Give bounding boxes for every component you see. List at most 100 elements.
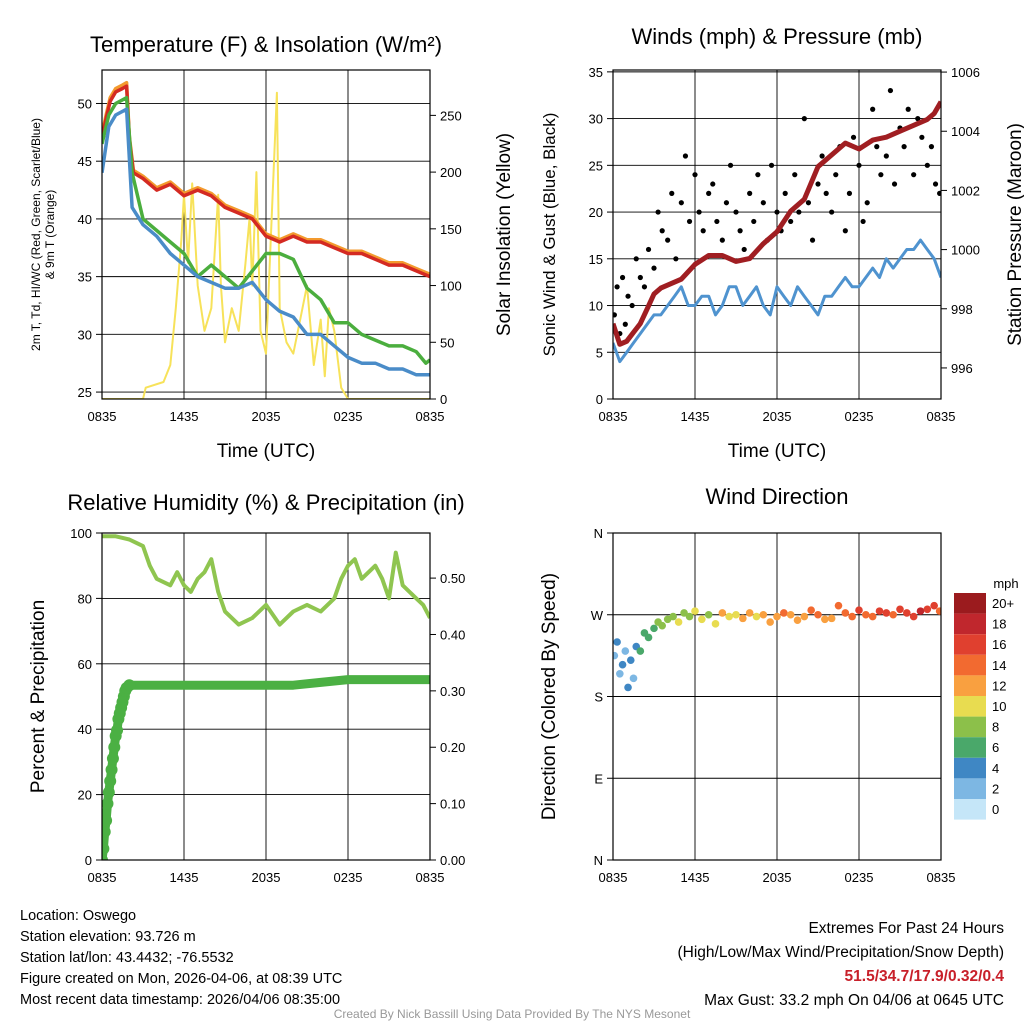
- series-gust-point: [796, 209, 802, 215]
- series-solar-insolation-line: [102, 91, 430, 399]
- series-gust-point: [833, 172, 839, 178]
- series-precipitation-point: [102, 786, 115, 799]
- series-gust-point: [842, 228, 848, 234]
- series-gust-point: [905, 106, 911, 112]
- wind-direction-point: [636, 647, 645, 655]
- wind-direction-point: [930, 601, 938, 610]
- wind-direction-point: [698, 615, 706, 624]
- wind-direction-point: [848, 612, 856, 621]
- series-gust-point: [782, 190, 788, 196]
- series-gust-point: [614, 284, 620, 290]
- series-gust-point: [856, 162, 862, 168]
- wind-direction-point: [834, 601, 843, 610]
- y-right-tick-label: 0.00: [440, 853, 465, 868]
- y-axis-title: 2m T, Td, HI/WC (Red, Green, Scarlet/Blu…: [29, 118, 43, 351]
- y-tick-label: 25: [78, 385, 92, 400]
- chart-panel-3: Wind Direction 0835 1435 2035 0235 0835 N E S W N D…: [539, 484, 1019, 885]
- y-tick-label: 20: [78, 788, 92, 803]
- credit-text: Created By Nick Bassill Using Data Provi…: [333, 1007, 691, 1021]
- wind-direction-point: [626, 656, 635, 664]
- colorbar-swatch: [954, 737, 986, 758]
- series-sonic-wind-line: [613, 238, 941, 364]
- series-gust-point: [850, 134, 857, 140]
- series-gust-point: [625, 293, 631, 299]
- wind-direction-point: [691, 607, 699, 615]
- series-gust-point: [919, 134, 925, 140]
- colorbar-swatch: [954, 654, 986, 676]
- latlon-text: Station lat/lon: 43.4432; -76.5532: [20, 950, 234, 966]
- series-gust-point: [629, 302, 635, 309]
- y-axis-title: Percent & Precipitation: [28, 600, 49, 793]
- series-gust-point: [823, 190, 829, 196]
- series-gust-point: [901, 144, 907, 150]
- colorbar-swatch: [954, 613, 986, 635]
- chart-title: Wind Direction: [705, 484, 848, 509]
- colorbar: mph 20+ 18 16 14 12 10 8 6 4 2 0: [954, 576, 1019, 820]
- wind-direction-point: [827, 614, 836, 623]
- series-gust-point: [637, 274, 643, 281]
- wind-direction-point: [745, 609, 754, 617]
- y-tick-label: N: [594, 526, 603, 541]
- wind-direction-point: [773, 612, 781, 621]
- y-right-axis-title: Solar Insolation (Yellow): [494, 133, 515, 336]
- series-gust-point: [714, 218, 720, 225]
- chart-panel-0: Temperature (F) & Insolation (W/m²) 0835 1…: [29, 32, 515, 462]
- series-gust-point: [937, 190, 941, 196]
- series-gust-point: [864, 200, 870, 206]
- x-tick-label: 0835: [88, 409, 117, 424]
- wind-direction-point: [793, 616, 802, 624]
- y-tick-label: 80: [78, 591, 92, 606]
- x-tick-label: 1435: [170, 409, 199, 424]
- y-right-tick-label: 0.30: [440, 684, 465, 699]
- y-right-tick-label: 998: [951, 302, 973, 317]
- series-gust-point: [924, 162, 930, 168]
- series-gust-point: [792, 172, 798, 178]
- colorbar-label: 18: [992, 617, 1006, 632]
- y-right-tick-label: 250: [440, 108, 462, 123]
- series-gust-point: [809, 237, 816, 243]
- series-precipitation-point: [102, 825, 111, 838]
- extremes-legend: (High/Low/Max Wind/Precipitation/Snow De…: [677, 944, 1005, 961]
- y-tick-label: 0: [596, 392, 603, 407]
- series-gust-point: [846, 190, 853, 196]
- wind-direction-point: [732, 610, 740, 619]
- series-9m-t-line: [102, 80, 430, 276]
- chart-panel-2: Relative Humidity (%) & Precipitation (i…: [28, 490, 465, 885]
- elevation-text: Station elevation: 93.726 m: [20, 929, 196, 945]
- created-text: Figure created on Mon, 2026-04-06, at 08…: [20, 971, 343, 987]
- location-text: Location: Oswego: [20, 908, 137, 924]
- series-gust-point: [911, 172, 917, 178]
- plot-area: [102, 80, 430, 399]
- y-tick-label: 25: [589, 158, 603, 173]
- y-tick-label: W: [591, 608, 604, 623]
- series-precipitation-point: [102, 797, 114, 810]
- wind-direction-point: [629, 674, 638, 683]
- y-right-tick-label: 0.50: [440, 571, 465, 586]
- colorbar-label: 16: [992, 637, 1006, 652]
- series-precipitation-point: [102, 842, 110, 855]
- x-tick-label: 2035: [763, 870, 792, 885]
- y-right-tick-label: 1004: [951, 124, 980, 139]
- wind-direction-point: [862, 610, 870, 619]
- extremes-values: 51.5/34.7/17.9/0.32/0.4: [844, 968, 1004, 985]
- series-precipitation-point: [102, 814, 113, 827]
- wind-direction-point: [704, 610, 713, 619]
- y-right-tick-label: 1006: [951, 65, 980, 80]
- y-tick-label: 45: [78, 154, 92, 169]
- series-precipitation-point: [106, 752, 119, 765]
- x-tick-label: 1435: [170, 870, 199, 885]
- colorbar-swatch: [954, 675, 986, 696]
- wind-direction-point: [752, 612, 761, 621]
- series-gust-point: [747, 190, 753, 196]
- series-gust-point: [673, 256, 679, 262]
- series-gust-point: [641, 284, 648, 290]
- series-2m-t-line: [102, 84, 430, 279]
- wind-direction-point: [644, 633, 653, 642]
- y-axis-title: Sonic Wind & Gust (Blue, Black): [540, 113, 559, 357]
- x-axis-title: Time (UTC): [728, 441, 827, 462]
- series-gust-point: [829, 209, 835, 215]
- series-gust-point: [659, 228, 665, 234]
- wind-direction-point: [658, 621, 666, 630]
- plot-frame: [101, 532, 431, 861]
- x-tick-label: 2035: [252, 870, 281, 885]
